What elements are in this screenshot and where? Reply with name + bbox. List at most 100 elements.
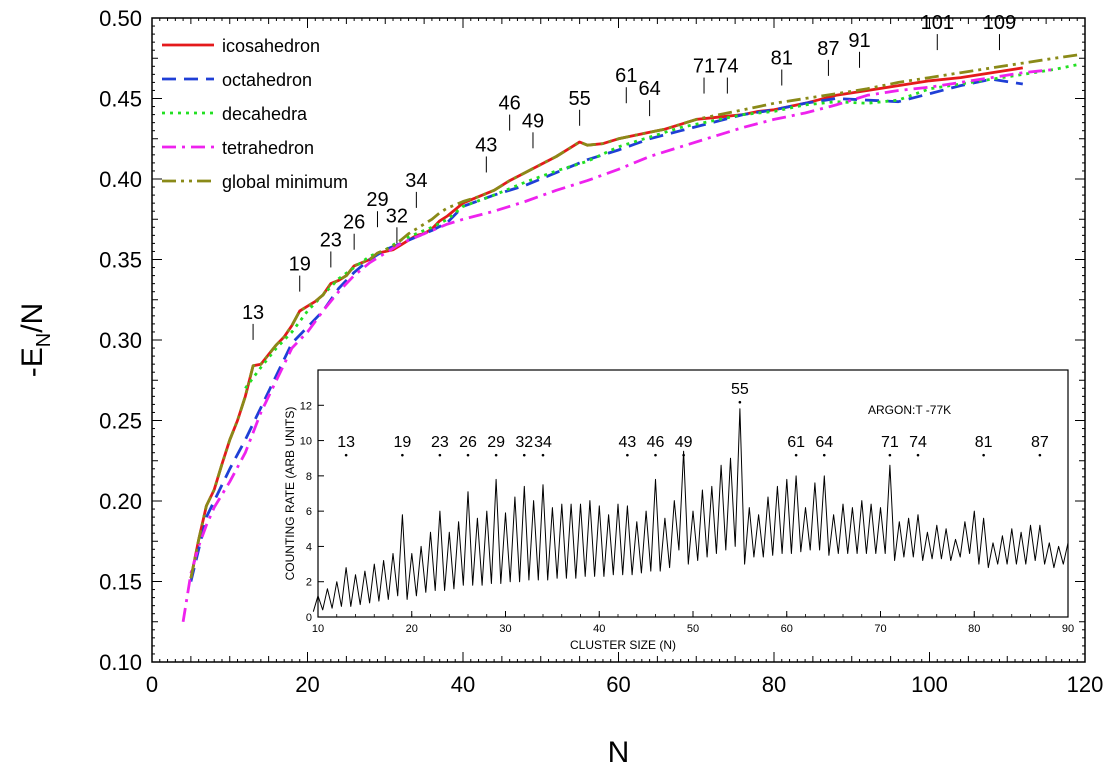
annotation-label: 19 [289,254,311,276]
series-line-decahedra [244,63,1078,390]
inset-y-axis-title: COUNTING RATE (ARB UNITS) [283,407,297,581]
series-line-global-minimum [189,53,1078,579]
inset-x-tick-label: 50 [687,623,699,635]
inset-annotation-label: 29 [487,434,505,451]
annotation-label: 71 [693,56,715,78]
inset-annotation-label: 46 [647,434,665,451]
legend-label: global minimum [222,172,348,192]
inset-x-tick-label: 40 [593,623,605,635]
y-tick-label: 0.45 [99,87,142,112]
x-tick-label: 80 [762,672,786,697]
inset-annotation-label: 61 [787,434,805,451]
annotation-label: 49 [522,110,544,132]
inset-annotation-dot [654,453,657,457]
inset-y-tick-label: 8 [306,471,312,483]
series-line-tetrahedron [181,68,1055,623]
inset-annotation-label: 81 [975,434,993,451]
y-tick-label: 0.50 [99,6,142,31]
annotation-label: 109 [983,12,1016,34]
inset-annotation-dot [682,453,685,457]
inset-annotation-dot [541,453,545,457]
inset-x-tick-label: 10 [312,623,324,635]
inset-annotation-label: 32 [515,434,533,451]
inset-annotation-label: 23 [431,434,449,451]
inset-spectrum-line [312,408,1069,612]
x-tick-label: 40 [451,672,475,697]
x-tick-label: 120 [1067,672,1104,697]
annotation-label: 91 [848,30,870,52]
annotation-label: 13 [242,302,264,324]
inset-frame [317,369,1069,618]
inset-annotation-label: 13 [337,434,355,451]
inset-x-tick-label: 60 [781,623,793,635]
x-tick-label: 0 [146,672,158,697]
inset-annotation-dot [626,453,629,457]
annotation-label: 87 [817,38,839,60]
inset-annotation-label: 43 [618,434,636,451]
legend-label: icosahedron [222,36,320,56]
inset-x-tick-label: 30 [499,623,511,635]
inset-annotation-dot [916,453,920,457]
inset-annotation-label: 87 [1031,434,1049,451]
inset-y-tick-label: 2 [306,577,312,589]
inset-y-tick-label: 6 [306,506,312,518]
inset-annotation-label: 74 [909,434,927,451]
inset-y-tick-label: 10 [300,436,312,448]
inset-annotation-dot [1038,453,1042,457]
inset-x-tick-label: 70 [874,623,886,635]
inset-annotation-label: 26 [459,434,477,451]
annotation-label: 23 [320,229,342,251]
annotation-label: 55 [569,88,591,110]
legend: icosahedron octahedron decahedra tetrahedro… [162,36,348,192]
axes: 0 20 40 60 80 100 1200.100.150.200.250.300.350… [99,6,1103,697]
x-tick-label: 100 [911,672,948,697]
legend-label: tetrahedron [222,138,314,158]
y-tick-label: 0.25 [99,409,142,434]
inset-annotation-label: 49 [675,434,693,451]
inset-annotation-label: 55 [731,381,749,398]
y-tick-label: 0.35 [99,248,142,273]
inset-title: ARGON:T -77K [868,403,951,417]
inset-annotation-dot [522,453,526,457]
inset-annotation-label: 34 [534,434,552,451]
annotation-label: 26 [343,212,365,234]
inset-annotation-dot [438,453,442,457]
inset-annotation-label: 19 [393,434,411,451]
annotation-label: 46 [499,93,521,115]
inset-annotation-dot [344,453,348,457]
series-line-octahedron [189,77,1024,582]
legend-label: decahedra [222,104,308,124]
annotation-label: 64 [638,78,660,100]
y-axis-title-suffix: /N [16,303,49,333]
annotation-label: 61 [615,65,637,87]
y-axis-title: -EN/N [16,303,55,377]
inset-x-tick-label: 80 [968,623,980,635]
annotation-label: 43 [475,134,497,156]
y-tick-label: 0.10 [99,650,142,675]
annotation-label: 34 [405,170,427,192]
series-group [181,53,1078,623]
annotation-label: 29 [366,189,388,211]
inset-x-axis-title: CLUSTER SIZE (N) [570,638,676,652]
inset-annotation-dot [466,453,470,457]
x-tick-label: 20 [295,672,319,697]
annotation-label: 81 [771,48,793,70]
y-axis-title-subscript: N [33,333,55,347]
y-tick-label: 0.20 [99,489,142,514]
inset-y-tick-label: 0 [306,612,312,624]
x-axis-title: N [608,736,630,769]
annotation-label: 101 [921,12,954,34]
inset-annotation-dot [888,453,892,457]
inset-annotation-dot [822,453,826,457]
inset-annotation-dot [738,400,742,404]
inset-annotation-dot [982,453,985,457]
x-tick-label: 60 [606,672,630,697]
y-tick-label: 0.30 [99,328,142,353]
inset-x-tick-label: 20 [406,623,418,635]
inset-x-tick-label: 90 [1062,623,1074,635]
inset-annotation-dot [494,453,498,457]
y-tick-label: 0.15 [99,570,142,595]
